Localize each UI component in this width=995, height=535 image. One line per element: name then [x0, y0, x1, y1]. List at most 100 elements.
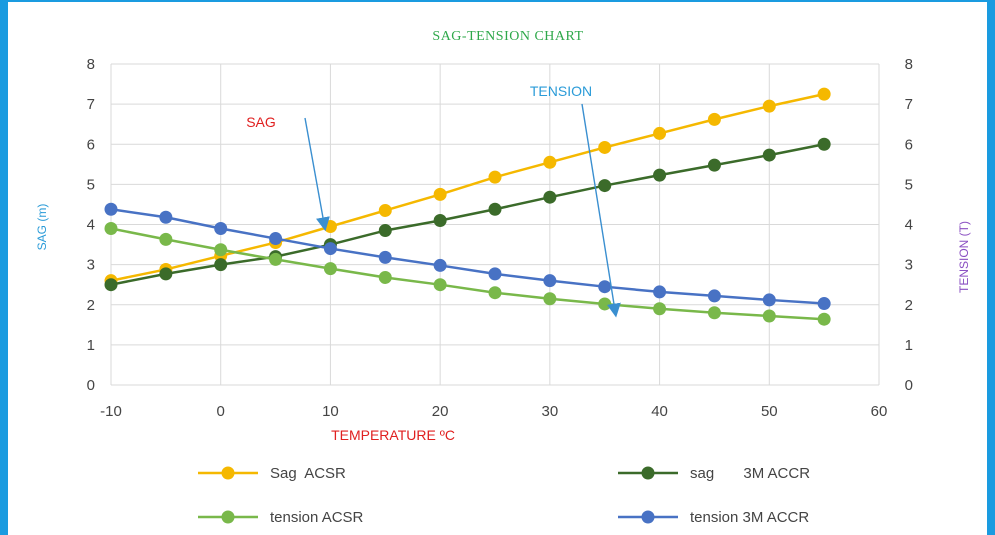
- chart-title: SAG-TENSION CHART: [432, 29, 583, 44]
- data-point: [653, 302, 667, 316]
- annotation-arrow: [581, 103, 621, 318]
- data-point: [488, 202, 502, 216]
- legend-label: tension 3M ACCR: [690, 509, 809, 526]
- data-point: [433, 213, 447, 227]
- data-point: [104, 278, 118, 292]
- data-point: [269, 232, 283, 246]
- axes: 0 0 1 1 2 2 3 3 4 4 5 5 6 6 7 7 8 8 -10 0 10 20 30 40 50 60: [87, 56, 913, 420]
- series-layer: [104, 87, 831, 326]
- y-tick-label-right: 1: [905, 337, 913, 354]
- y-tick-label-right: 3: [905, 257, 913, 274]
- data-point: [159, 210, 173, 224]
- series-line: [110, 227, 825, 321]
- annotation-arrow: [304, 117, 330, 232]
- y-axis-label-right: TENSION (T): [957, 221, 971, 293]
- y-axis-label-left: SAG (m): [35, 204, 49, 251]
- series-line: [110, 208, 825, 305]
- y-tick-label-right: 5: [905, 176, 913, 193]
- x-axis-label: TEMPERATURE ºC: [331, 427, 455, 443]
- data-point: [762, 148, 776, 162]
- series-line: [110, 92, 825, 282]
- y-tick-label-right: 7: [905, 96, 913, 113]
- data-point: [598, 140, 612, 154]
- data-point: [433, 278, 447, 292]
- grid: [110, 63, 880, 386]
- data-point: [378, 203, 392, 217]
- data-point: [269, 252, 283, 266]
- data-point: [653, 126, 667, 140]
- data-point: [817, 137, 831, 151]
- data-point: [543, 155, 557, 169]
- data-point: [488, 170, 502, 184]
- data-point: [159, 267, 173, 281]
- data-point: [543, 190, 557, 204]
- x-tick-label: 0: [217, 403, 225, 420]
- data-point: [104, 202, 118, 216]
- y-tick-label-left: 5: [87, 176, 95, 193]
- data-point: [817, 297, 831, 311]
- data-point: [433, 258, 447, 272]
- data-point: [323, 220, 337, 234]
- data-point: [543, 292, 557, 306]
- data-point: [653, 168, 667, 182]
- x-tick-label: -10: [100, 403, 122, 420]
- data-point: [433, 187, 447, 201]
- x-tick-label: 40: [651, 403, 668, 420]
- x-tick-label: 20: [432, 403, 449, 420]
- data-point: [817, 312, 831, 326]
- data-point: [598, 280, 612, 294]
- y-tick-label-left: 8: [87, 56, 95, 73]
- x-tick-label: 30: [542, 403, 559, 420]
- y-tick-label-left: 3: [87, 257, 95, 274]
- data-point: [378, 224, 392, 238]
- y-tick-label-right: 0: [905, 377, 913, 394]
- data-point: [762, 293, 776, 307]
- data-point: [707, 112, 721, 126]
- legend-marker: [221, 466, 235, 480]
- sag-tension-chart: SAG-TENSION CHART 0 01 12 23 34 45 56 67 78 8-10 0…: [35, 29, 971, 526]
- legend-label: sag 3M ACCR: [690, 465, 810, 482]
- y-tick-label-left: 1: [87, 337, 95, 354]
- x-tick-label: 50: [761, 403, 778, 420]
- data-point: [323, 242, 337, 256]
- data-point: [488, 267, 502, 281]
- data-point: [104, 222, 118, 236]
- data-point: [323, 262, 337, 276]
- annotations: SAG TENSION: [246, 83, 621, 318]
- legend-marker: [641, 466, 655, 480]
- y-tick-label-right: 4: [905, 217, 913, 234]
- y-tick-label-right: 2: [905, 297, 913, 314]
- data-point: [653, 285, 667, 299]
- data-point: [488, 286, 502, 300]
- x-tick-label: 60: [871, 403, 888, 420]
- data-point: [378, 250, 392, 264]
- series-line: [110, 143, 825, 286]
- y-tick-label-right: 8: [905, 56, 913, 73]
- y-tick-label-left: 2: [87, 297, 95, 314]
- legend-marker: [221, 510, 235, 524]
- y-tick-label-right: 6: [905, 136, 913, 153]
- data-point: [214, 222, 228, 236]
- data-point: [707, 306, 721, 320]
- legend-label: tension ACSR: [270, 509, 364, 526]
- data-point: [598, 297, 612, 311]
- data-point: [378, 270, 392, 284]
- y-tick-label-left: 7: [87, 96, 95, 113]
- legend: Sag ACSR sag 3M ACCR tension ACSR tension 3…: [198, 465, 810, 526]
- y-tick-label-left: 4: [87, 217, 95, 234]
- data-point: [543, 274, 557, 288]
- data-point: [707, 158, 721, 172]
- data-point: [598, 179, 612, 193]
- data-point: [762, 309, 776, 323]
- data-point: [762, 99, 776, 113]
- legend-marker: [641, 510, 655, 524]
- data-point: [214, 243, 228, 257]
- data-point: [707, 289, 721, 303]
- data-point: [159, 232, 173, 246]
- legend-label: Sag ACSR: [270, 465, 346, 482]
- annotation-label: TENSION: [530, 83, 592, 99]
- data-point: [214, 258, 228, 272]
- annotation-label: SAG: [246, 114, 276, 130]
- y-tick-label-left: 6: [87, 136, 95, 153]
